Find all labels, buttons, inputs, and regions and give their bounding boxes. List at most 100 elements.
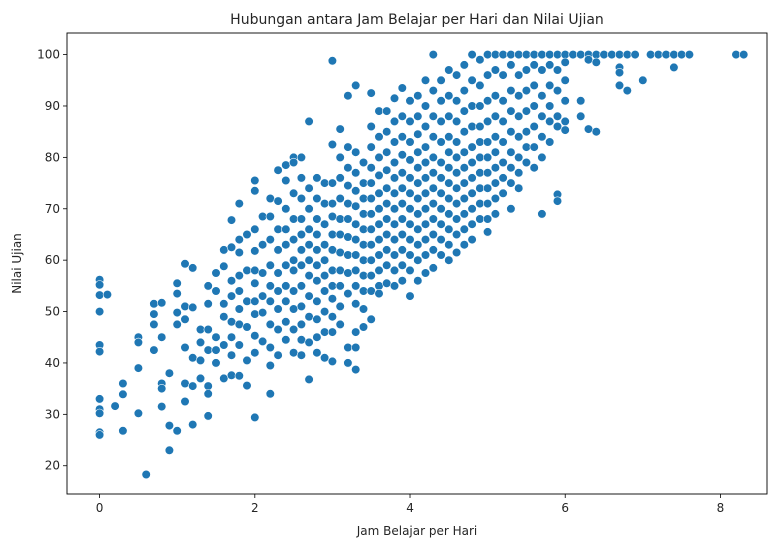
data-point [335, 265, 345, 276]
data-point [374, 265, 384, 276]
data-point [358, 209, 369, 219]
data-point [591, 49, 601, 60]
data-point [351, 281, 361, 291]
data-point [281, 204, 291, 214]
data-point [560, 75, 570, 85]
data-point [273, 224, 283, 234]
data-point [498, 96, 508, 106]
data-point [490, 111, 501, 121]
x-axis-label: Jam Belajar per Hari [356, 524, 478, 538]
data-point [483, 137, 493, 147]
data-point [312, 276, 322, 286]
data-point [327, 245, 338, 255]
data-point [405, 188, 415, 198]
data-point [669, 49, 679, 60]
y-tick-label: 20 [45, 459, 60, 473]
data-point [467, 235, 477, 245]
data-point [110, 401, 120, 411]
data-point [467, 142, 477, 152]
data-point [537, 111, 547, 121]
data-point [521, 65, 532, 75]
data-point [467, 101, 477, 111]
data-point [296, 173, 307, 183]
data-point [444, 163, 454, 173]
data-point [498, 116, 508, 126]
data-point [273, 350, 283, 360]
data-point [226, 242, 237, 252]
data-point [405, 219, 415, 229]
data-point [506, 49, 516, 60]
data-point [358, 255, 369, 265]
data-point [382, 245, 392, 255]
data-point [420, 219, 431, 229]
data-point [420, 75, 431, 85]
data-point [490, 178, 501, 188]
data-point [289, 235, 299, 245]
y-tick-label: 100 [37, 48, 60, 62]
data-point [358, 286, 369, 296]
data-point [343, 232, 353, 242]
data-point [366, 163, 376, 173]
data-point [506, 178, 516, 188]
data-point [405, 235, 415, 245]
data-point [296, 229, 307, 240]
data-point [180, 259, 190, 269]
data-point [312, 348, 322, 358]
data-point [514, 111, 524, 121]
data-point [583, 55, 594, 65]
data-point [312, 229, 322, 240]
data-point [498, 188, 508, 198]
data-point [420, 250, 431, 260]
data-point [273, 324, 283, 335]
data-point [389, 219, 400, 229]
data-point [320, 307, 330, 317]
data-point [180, 314, 190, 324]
data-point [630, 49, 640, 60]
data-point [366, 314, 376, 324]
data-point [514, 91, 524, 101]
data-point [265, 360, 275, 371]
data-point [382, 199, 392, 209]
data-point [320, 219, 330, 229]
data-point [382, 183, 392, 193]
data-point [172, 289, 182, 299]
data-point [537, 152, 547, 162]
data-point [149, 319, 159, 330]
data-point [335, 247, 345, 258]
data-point [661, 49, 671, 60]
data-point [560, 49, 570, 60]
data-point [304, 224, 314, 234]
data-point [234, 304, 244, 314]
data-point [234, 235, 244, 245]
data-point [219, 299, 229, 309]
data-point [327, 199, 338, 209]
data-point [203, 345, 213, 355]
data-point [250, 175, 260, 186]
data-point [250, 224, 260, 234]
data-point [366, 193, 376, 204]
data-point [265, 193, 275, 204]
data-point [514, 132, 524, 142]
data-point [389, 235, 400, 245]
data-point [483, 49, 493, 60]
data-point [397, 111, 407, 121]
data-point [296, 319, 307, 330]
data-point [273, 268, 283, 278]
data-point [475, 214, 485, 224]
data-point [382, 229, 392, 240]
data-point [351, 147, 361, 157]
data-point [234, 271, 244, 281]
data-point [436, 137, 446, 147]
data-point [343, 268, 353, 278]
data-point [94, 394, 105, 404]
data-point [444, 65, 454, 75]
data-point [498, 157, 508, 168]
data-point [335, 124, 345, 134]
data-point [459, 240, 469, 250]
data-point [335, 301, 345, 312]
data-point [327, 178, 338, 188]
data-point [219, 312, 229, 322]
data-point [172, 319, 182, 330]
data-point [149, 309, 159, 319]
data-point [289, 157, 299, 168]
